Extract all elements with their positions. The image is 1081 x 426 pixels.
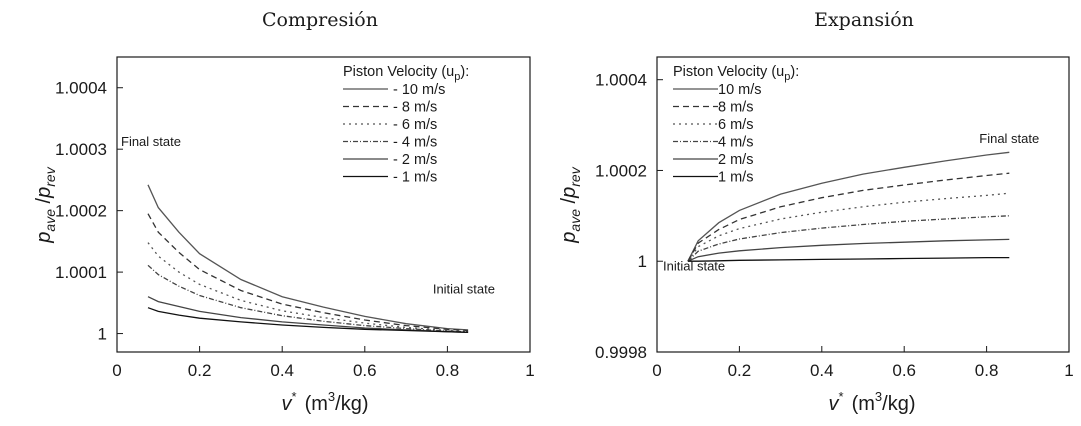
legend-label: - 8 m/s <box>393 100 437 116</box>
x-tick-label: 1 <box>525 361 534 380</box>
legend-label: 6 m/s <box>718 117 753 133</box>
x-tick-label: 0 <box>652 361 661 380</box>
legend-label: 2 m/s <box>718 152 753 168</box>
y-tick-label: 1.0003 <box>55 140 107 159</box>
y-tick-label: 1.0001 <box>55 263 107 282</box>
legend: Piston Velocity (up): 10 m/s 8 m/s6 m/s 4 … <box>673 64 799 186</box>
x-tick-label: 0.4 <box>810 361 834 380</box>
legend-label: - 10 m/s <box>393 82 445 98</box>
legend-label: - 6 m/s <box>393 117 437 133</box>
tick-group: 0 0.2 0.4 0.6 0.8 1 0.9998 1 1.0002 1.0004 <box>595 71 1074 380</box>
y-axis-label: pave /prev <box>33 166 58 243</box>
y-tick-label: 1.0004 <box>55 79 107 98</box>
panel-compresion: Compresión 0 0.2 0.4 0.6 0.8 1 1 1.0001 1.0002 1.… <box>33 9 535 415</box>
legend-title: Piston Velocity (up): <box>343 64 469 83</box>
x-tick-label: 1 <box>1064 361 1073 380</box>
annotation-label: Initial state <box>433 282 495 297</box>
x-tick-label: 0.8 <box>436 361 460 380</box>
x-tick-label: 0.6 <box>353 361 377 380</box>
x-tick-label: 0.2 <box>188 361 212 380</box>
annotation-label: Initial state <box>663 258 725 273</box>
x-tick-label: 0.2 <box>728 361 752 380</box>
y-tick-label: 1 <box>638 252 647 271</box>
y-tick-label: 1.0002 <box>55 202 107 221</box>
legend: Piston Velocity (up): - 10 m/s - 8 m/s- 6… <box>343 64 469 186</box>
tick-group: 0 0.2 0.4 0.6 0.8 1 1 1.0001 1.0002 1.0003 1.0004 <box>55 79 535 380</box>
legend-label: 1 m/s <box>718 170 753 186</box>
plot-frame <box>656 56 1070 353</box>
x-tick-label: 0.6 <box>892 361 916 380</box>
series-line <box>687 256 1010 262</box>
series-line <box>687 238 1010 262</box>
y-tick-label: 0.9998 <box>595 343 647 362</box>
legend-label: 10 m/s <box>718 82 762 98</box>
series-line <box>147 307 469 333</box>
series-line <box>147 264 469 333</box>
x-tick-label: 0.4 <box>270 361 294 380</box>
legend-label: 4 m/s <box>718 135 753 151</box>
panel-title: Compresión <box>262 9 378 31</box>
panel-expansion: Expansión 0 0.2 0.4 0.6 0.8 1 0.9998 1 1.0002 1.0… <box>558 9 1074 415</box>
x-axis-label: v* (m3/kg) <box>282 389 369 415</box>
legend-title: Piston Velocity (up): <box>673 64 799 83</box>
x-tick-label: 0 <box>112 361 121 380</box>
series-line <box>687 215 1010 262</box>
series-lines <box>147 184 469 333</box>
y-tick-label: 1 <box>98 325 107 344</box>
series-lines <box>687 151 1010 262</box>
y-tick-label: 1.0002 <box>595 161 647 180</box>
annotation-label: Final state <box>121 134 181 149</box>
x-tick-label: 0.8 <box>975 361 999 380</box>
x-axis-label: v* (m3/kg) <box>829 389 916 415</box>
annotation-label: Final state <box>979 131 1039 146</box>
legend-label: - 4 m/s <box>393 135 437 151</box>
y-tick-label: 1.0004 <box>595 71 647 90</box>
legend-label: - 2 m/s <box>393 152 437 168</box>
plot-frame <box>116 56 531 353</box>
series-line <box>147 184 469 331</box>
series-line <box>147 213 469 332</box>
legend-label: - 1 m/s <box>393 170 437 186</box>
series-line <box>687 172 1010 262</box>
y-axis-label: pave /prev <box>558 166 583 243</box>
series-line <box>687 151 1010 262</box>
panel-title: Expansión <box>814 9 914 31</box>
legend-label: 8 m/s <box>718 100 753 116</box>
